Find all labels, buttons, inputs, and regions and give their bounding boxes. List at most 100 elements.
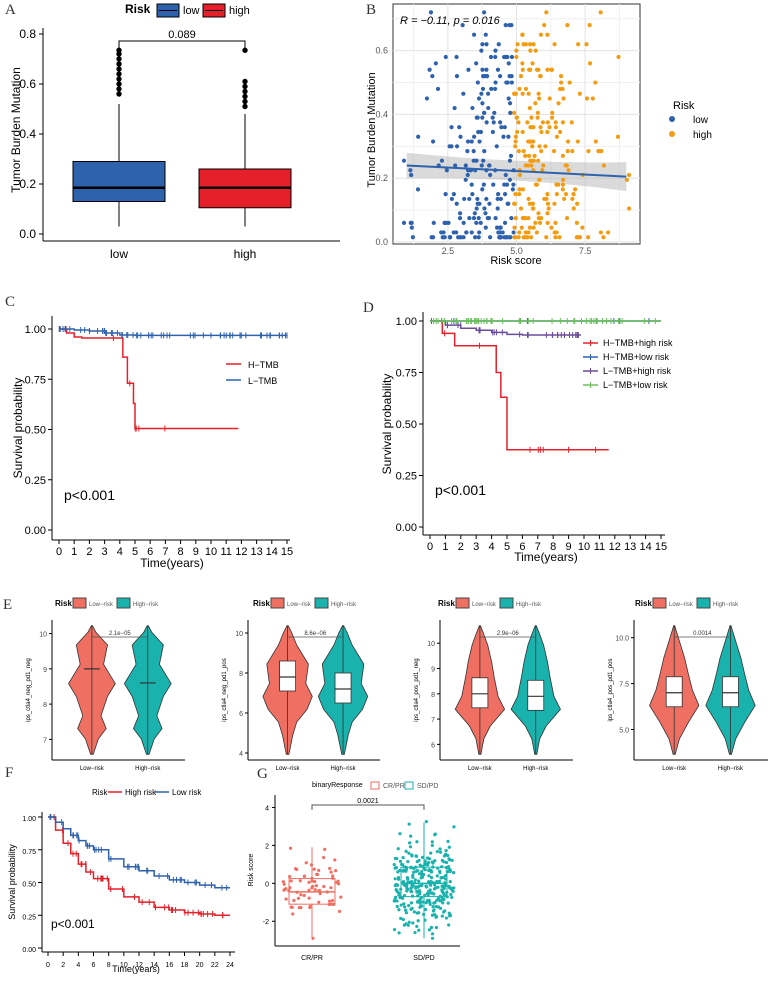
panel-b-point	[560, 120, 566, 125]
panel-b-point	[499, 125, 504, 130]
panel-e-box	[279, 660, 297, 692]
panel-g-point	[438, 871, 442, 875]
panel-g-point	[415, 911, 419, 915]
panel-e-y-tick-label: 10	[427, 641, 435, 648]
panel-e-legend-high: High−risk	[331, 602, 357, 608]
panel-e-box	[722, 676, 739, 708]
panel-e-y-tick-label: 8	[43, 702, 47, 709]
panel-a-outlier	[116, 81, 122, 87]
panel-b-point	[496, 230, 501, 235]
panel-a-outlier	[116, 51, 122, 57]
panel-d-survival-chart: 0.000.250.500.751.000 1 2 3 4 5 6 7 8 9 10 11 12 13 14…	[380, 312, 673, 564]
panel-g-point	[392, 899, 396, 903]
panel-b-point	[469, 230, 474, 235]
panel-e-legend-title: Risk	[253, 599, 270, 608]
panel-g-point	[438, 850, 443, 854]
panel-g-point	[401, 856, 405, 860]
panel-b-point	[486, 163, 492, 168]
panel-b-point	[463, 163, 468, 168]
panel-b-point	[598, 10, 603, 15]
panel-g-point	[444, 860, 449, 865]
panel-g-point	[444, 916, 449, 920]
panel-e-x-tick-label: Low−risk	[662, 766, 687, 772]
panel-b-point	[474, 220, 479, 225]
panel-g-point	[444, 873, 448, 878]
panel-b-point	[584, 96, 590, 101]
panel-b-point	[469, 182, 474, 187]
panel-b-point	[553, 220, 558, 225]
panel-g-point	[298, 879, 302, 883]
panel-b-point	[454, 74, 460, 79]
panel-b-point	[409, 220, 414, 225]
panel-a-outlier	[242, 98, 248, 105]
panel-g-point	[334, 869, 338, 873]
panel-e-legend-low-key	[72, 597, 87, 609]
panel-g-point	[442, 910, 446, 914]
panel-b-point	[440, 235, 445, 240]
panel-g-point	[335, 880, 339, 884]
panel-g-point	[415, 924, 419, 929]
panel-b-point	[449, 144, 454, 149]
panel-b-point	[586, 235, 591, 240]
panel-f-y-label: Survival probability	[7, 844, 17, 920]
panel-b-point	[507, 23, 512, 28]
panel-g-point	[418, 890, 422, 894]
panel-e-y-tick-label: 10	[235, 631, 243, 638]
panel-b-point	[512, 225, 517, 230]
panel-g-point	[311, 884, 315, 888]
panel-b-point	[511, 230, 516, 235]
panel-b-point	[467, 215, 472, 221]
panel-g-point	[328, 866, 332, 871]
panel-b-point	[474, 61, 479, 66]
panel-b-point	[565, 149, 570, 154]
panel-g-point	[400, 896, 405, 900]
panel-g-point	[428, 902, 432, 906]
panel-b-point	[507, 101, 513, 106]
panel-f-y-tick-label: 0.75	[22, 849, 36, 856]
panel-b-point	[480, 67, 485, 72]
panel-f-y-tick-label: 0.25	[22, 914, 36, 921]
panel-e-legend-low-key	[270, 597, 285, 609]
panel-b-point	[515, 129, 520, 135]
panel-b-point	[479, 91, 484, 96]
panel-e-legend-low: Low−risk	[472, 602, 497, 608]
panel-b-point	[529, 158, 534, 163]
panel-g-point	[438, 847, 442, 851]
panel-e-y-tick-label: 8	[239, 671, 243, 678]
panel-b-point	[533, 48, 538, 53]
panel-a-outlier	[116, 76, 122, 82]
panel-b-point	[495, 196, 500, 202]
panel-b-point	[416, 134, 421, 139]
panel-g-point	[420, 855, 425, 859]
panel-b-point	[545, 192, 550, 197]
panel-b-point	[504, 182, 510, 187]
panel-g-point	[442, 886, 446, 890]
panel-g-point	[418, 864, 423, 868]
panel-b-point	[493, 86, 498, 92]
panel-b-point	[530, 201, 535, 206]
panel-a-y-tick-label: 0.6	[19, 77, 36, 91]
panel-b-point	[463, 177, 468, 182]
panel-d-x-tick-label: 2	[458, 541, 464, 553]
panel-g-point	[436, 885, 440, 889]
panel-b-point	[526, 196, 531, 202]
panel-g-point	[435, 879, 439, 884]
panel-b-point	[557, 129, 563, 135]
panel-g-point	[401, 868, 406, 872]
panel-b-point	[458, 235, 463, 240]
panel-f-legend-title: Risk	[92, 788, 109, 797]
panel-b-point	[526, 139, 532, 144]
panel-g-point	[408, 845, 413, 849]
panel-b-point	[506, 134, 511, 139]
panel-g-point	[407, 822, 411, 826]
panel-g-point	[414, 885, 418, 889]
panel-e-y-tick-label: 6	[239, 711, 243, 718]
panel-d-y-tick-label: 0.00	[396, 522, 417, 534]
panel-b-point	[465, 149, 470, 154]
panel-g-pvalue: 0.0021	[357, 798, 379, 805]
panel-b-point	[466, 67, 471, 72]
panel-b-x-tick-label: 2.5	[442, 246, 455, 256]
panel-g-point	[302, 893, 306, 898]
panel-b-point	[528, 48, 533, 53]
panel-b-point	[454, 201, 459, 206]
